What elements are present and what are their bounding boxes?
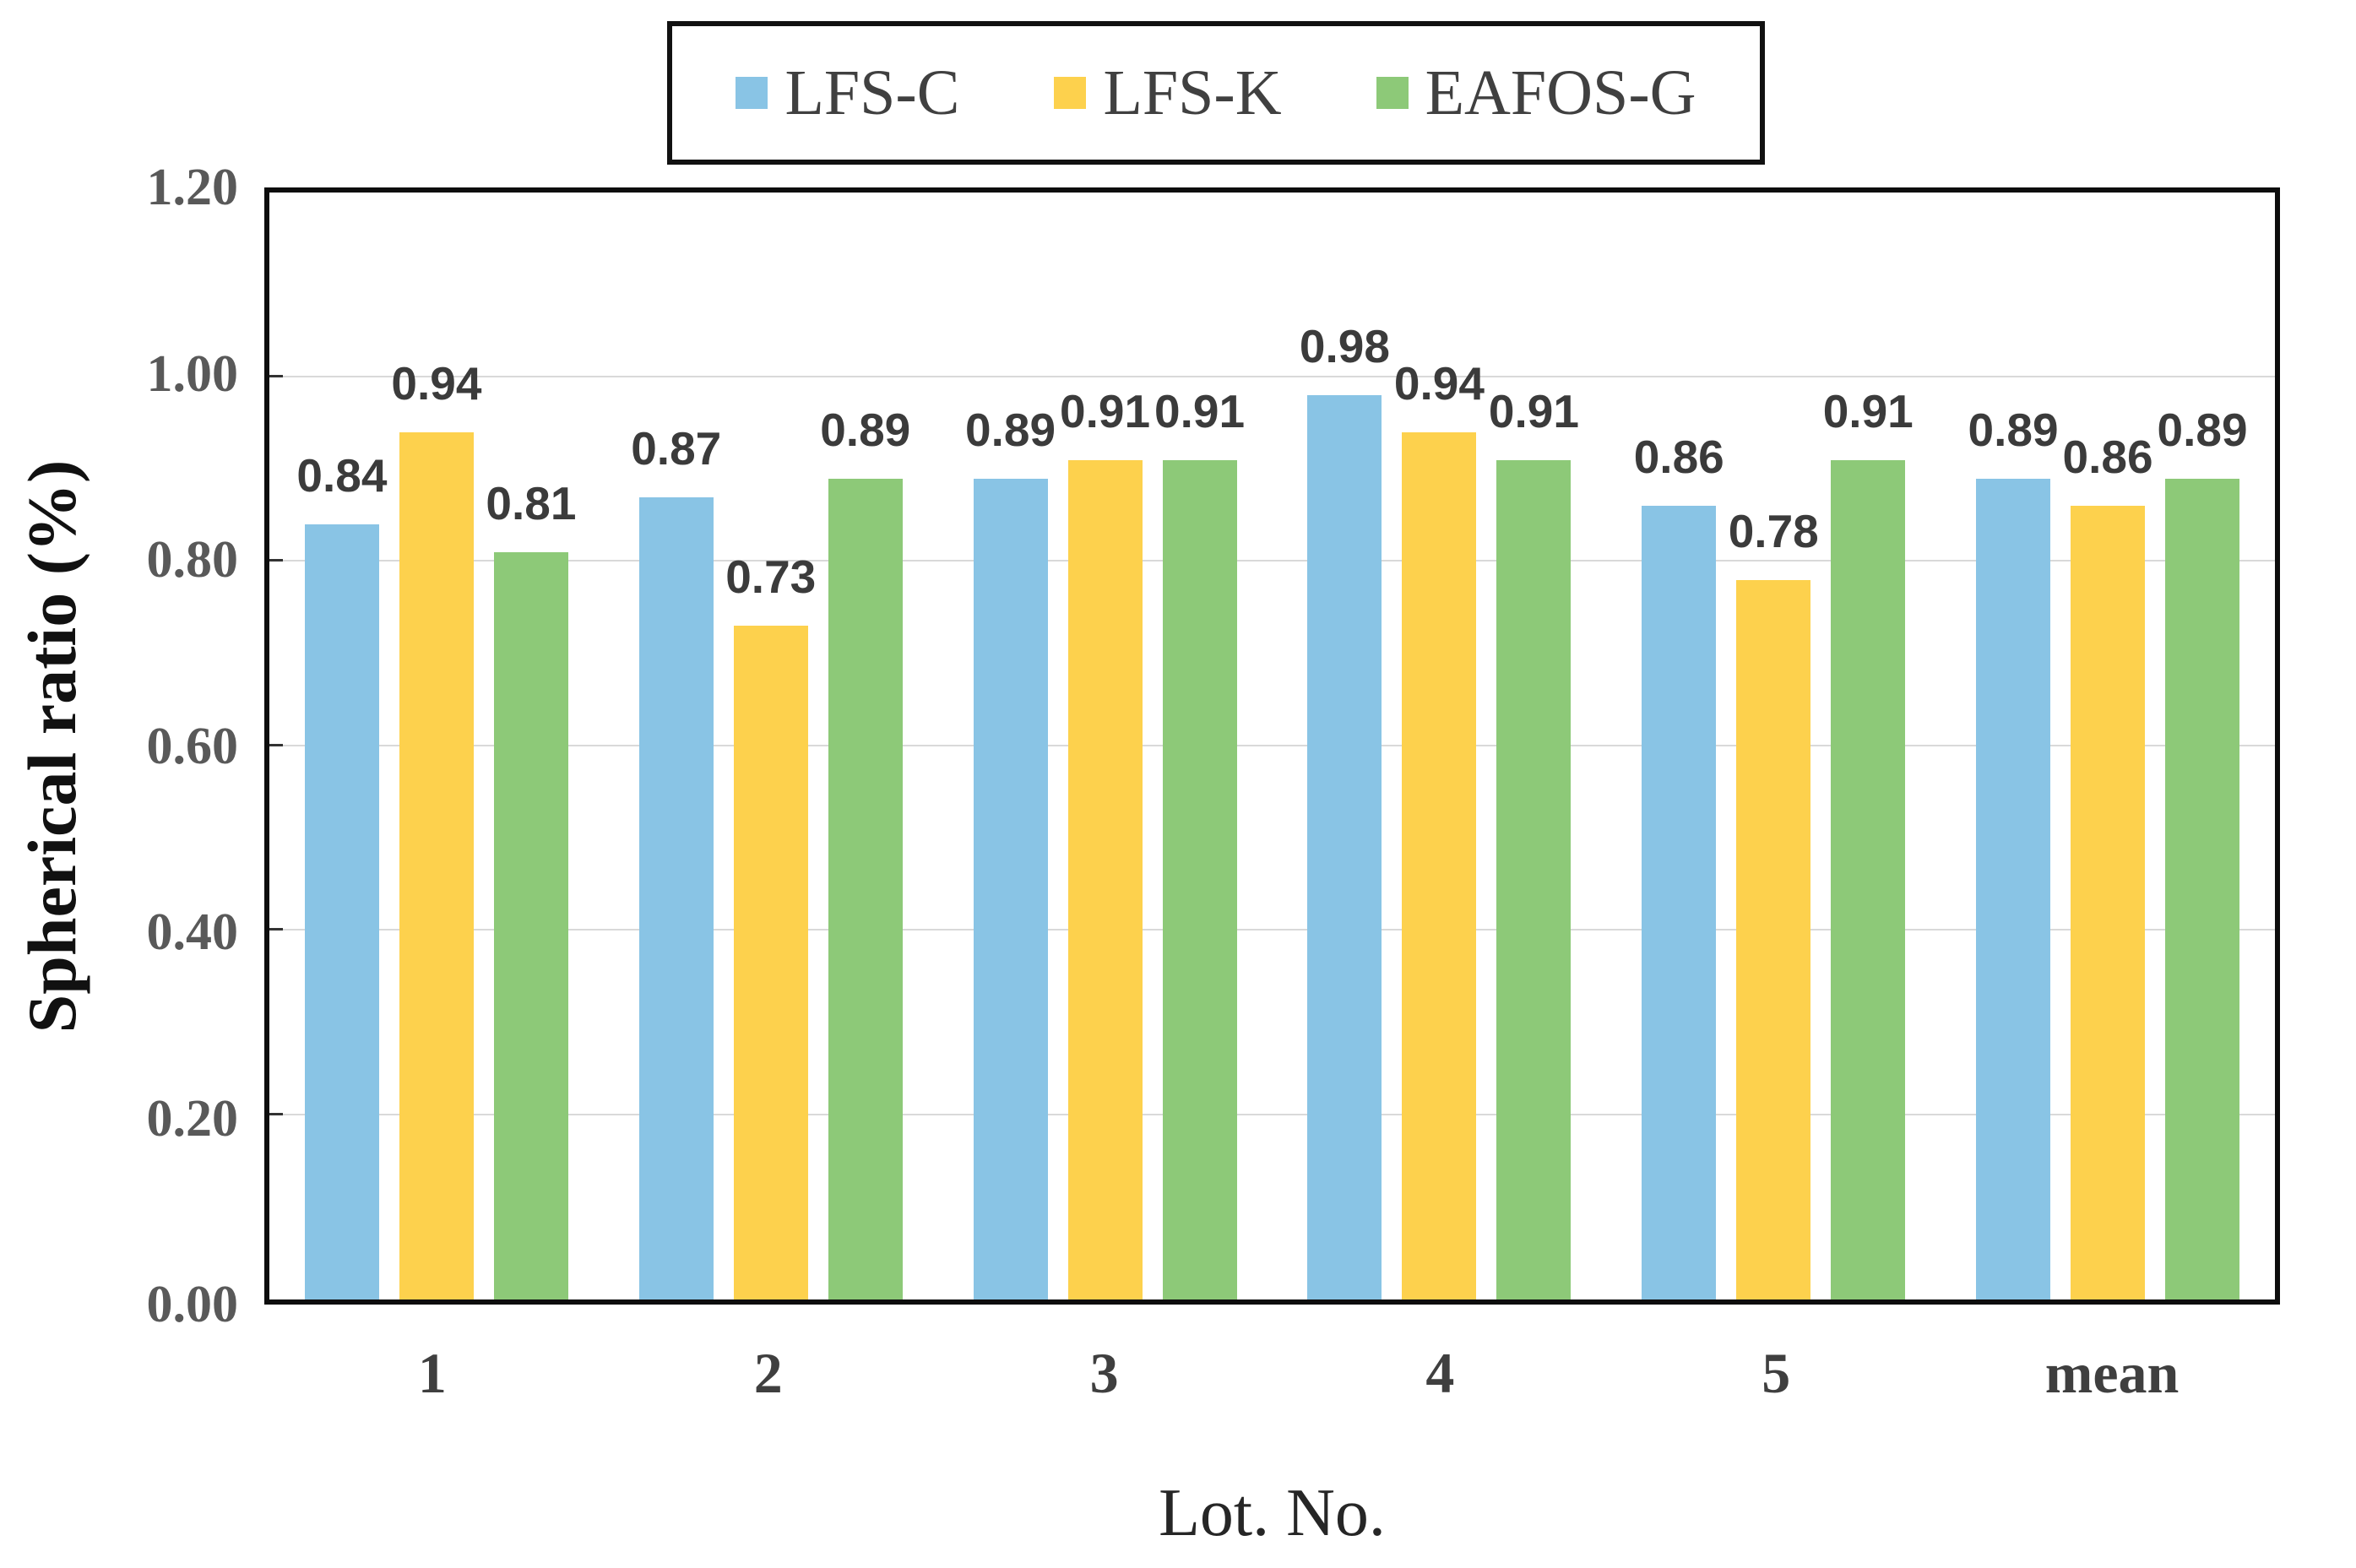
y-tick-mark xyxy=(269,374,283,377)
bar-LFS-K-3: 0.91 xyxy=(1060,388,1150,1299)
bar-group-mean: 0.89 0.86 0.89 xyxy=(1941,193,2275,1299)
x-axis-tick-labels: 1 2 3 4 5 mean xyxy=(264,1344,2280,1402)
bar-label: 0.94 xyxy=(391,357,482,410)
bar-group-3: 0.89 0.91 0.91 xyxy=(938,193,1273,1299)
legend-label: LFS-C xyxy=(784,57,960,128)
plot-area: 0.84 0.94 0.81 0.87 0.73 0.89 0.89 0.91 0.91 0.98… xyxy=(264,187,2280,1305)
bar-LFS-K-5: 0.78 xyxy=(1729,507,1819,1299)
bar-LFS-K-2: 0.73 xyxy=(725,554,816,1299)
legend-item-LFS-K: LFS-K xyxy=(1054,57,1282,130)
y-tick-mark xyxy=(269,1112,283,1115)
bar-label: 0.87 xyxy=(631,421,722,475)
bar-LFS-C-2: 0.87 xyxy=(631,425,721,1299)
x-tick-label-5: 5 xyxy=(1762,1341,1791,1405)
bar-label: 0.73 xyxy=(725,551,817,604)
x-tick-label-2: 2 xyxy=(753,1341,783,1405)
bar-label: 0.78 xyxy=(1728,504,1819,557)
x-tick-label-1: 1 xyxy=(417,1341,447,1405)
bar-label: 0.98 xyxy=(1299,320,1390,373)
bar-EAFOS-G-5: 0.91 xyxy=(1823,388,1914,1299)
bar-EAFOS-G-mean: 0.89 xyxy=(2158,406,2248,1299)
bar-LFS-C-4: 0.98 xyxy=(1300,323,1390,1299)
x-tick-label-mean: mean xyxy=(2044,1341,2180,1405)
bar-LFS-K-1: 0.94 xyxy=(391,361,481,1299)
legend-item-EAFOS-G: EAFOS-G xyxy=(1376,57,1696,130)
bar-LFS-K-mean: 0.86 xyxy=(2063,434,2153,1299)
y-tick-label: 0.80 xyxy=(146,531,239,589)
y-tick-mark xyxy=(269,559,283,562)
y-tick-label: 0.40 xyxy=(146,903,239,961)
y-tick-mark xyxy=(269,928,283,930)
bar-EAFOS-G-2: 0.89 xyxy=(820,406,910,1299)
bar-LFS-K-4: 0.94 xyxy=(1394,361,1485,1299)
legend-swatch-LFS-K xyxy=(1054,77,1087,109)
x-tick-label-4: 4 xyxy=(1425,1341,1455,1405)
legend-box: LFS-C LFS-K EAFOS-G xyxy=(667,21,1765,165)
bar-label: 0.89 xyxy=(820,403,911,456)
bar-label: 0.91 xyxy=(1154,384,1246,437)
bar-group-4: 0.98 0.94 0.91 xyxy=(1273,193,1607,1299)
legend-swatch-EAFOS-G xyxy=(1376,77,1409,109)
bar-label: 0.81 xyxy=(486,477,577,530)
legend-swatch-LFS-C xyxy=(736,77,768,109)
bar-LFS-C-mean: 0.89 xyxy=(1968,406,2059,1299)
bar-label: 0.94 xyxy=(1393,357,1485,410)
bar-group-1: 0.84 0.94 0.81 xyxy=(269,193,604,1299)
bar-group-2: 0.87 0.73 0.89 xyxy=(604,193,938,1299)
bar-label: 0.91 xyxy=(1488,384,1579,437)
bar-LFS-C-1: 0.84 xyxy=(296,453,387,1299)
bar-label: 0.86 xyxy=(1633,431,1724,484)
y-tick-label: 0.60 xyxy=(146,717,239,775)
bar-LFS-C-3: 0.89 xyxy=(965,406,1056,1299)
y-tick-label: 1.20 xyxy=(146,159,239,216)
bar-label: 0.89 xyxy=(1968,403,2059,456)
y-tick-label: 1.00 xyxy=(146,345,239,403)
bar-EAFOS-G-4: 0.91 xyxy=(1489,388,1579,1299)
y-tick-label: 0.20 xyxy=(146,1089,239,1148)
gridline xyxy=(269,1113,2275,1115)
gridline xyxy=(269,375,2275,377)
bar-label: 0.89 xyxy=(2157,403,2248,456)
legend-label: EAFOS-G xyxy=(1425,57,1696,128)
bar-label: 0.91 xyxy=(1822,384,1914,437)
gridline xyxy=(269,560,2275,562)
legend-item-LFS-C: LFS-C xyxy=(736,57,959,130)
x-axis-title: Lot. No. xyxy=(1159,1476,1386,1550)
bar-EAFOS-G-3: 0.91 xyxy=(1154,388,1245,1299)
y-tick-label: 0.00 xyxy=(146,1276,239,1333)
bar-LFS-C-5: 0.86 xyxy=(1634,434,1724,1299)
bar-EAFOS-G-1: 0.81 xyxy=(486,480,576,1299)
bar-group-5: 0.86 0.78 0.91 xyxy=(1606,193,1941,1299)
bar-label: 0.84 xyxy=(296,449,388,502)
gridline xyxy=(269,744,2275,746)
bar-label: 0.91 xyxy=(1060,384,1151,437)
bar-label: 0.86 xyxy=(2062,431,2153,484)
y-axis-tick-labels: 0.00 0.20 0.40 0.60 0.80 1.00 1.20 xyxy=(0,161,239,1331)
gridline xyxy=(269,929,2275,930)
legend-label: LFS-K xyxy=(1103,57,1282,128)
bar-label: 0.89 xyxy=(965,403,1056,456)
x-tick-label-3: 3 xyxy=(1089,1341,1119,1405)
y-tick-mark xyxy=(269,743,283,746)
